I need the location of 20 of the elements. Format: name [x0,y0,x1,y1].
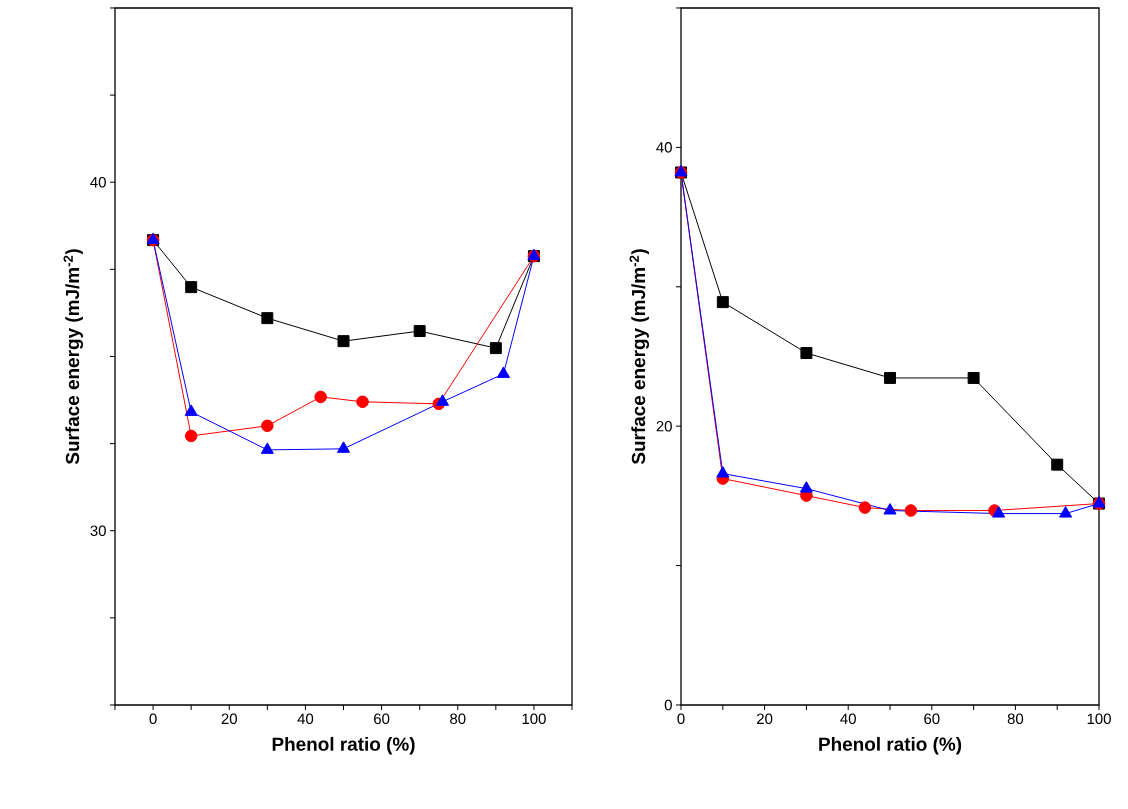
x-tick-label: 80 [1007,713,1024,725]
x-tick-label: 100 [522,713,546,725]
y-tick-label: 40 [656,142,672,153]
y-tick-label: 0 [664,699,672,711]
y-tick-label: 20 [656,420,672,432]
x-tick-label: 40 [840,713,856,725]
x-tick-label: 0 [149,713,157,725]
x-tick-label: 40 [297,713,314,725]
x-tick-label: 20 [757,713,773,725]
x-tick-label: 100 [1087,713,1111,725]
y-axis-title: Surface energy (mJ/m$^{-2}$) [629,249,650,465]
x-tick-label: 60 [374,713,390,725]
y-tick-label: 30 [90,525,106,537]
x-tick-label: 20 [221,713,237,725]
x-axis-title: Phenol ratio (%) [272,736,415,755]
x-tick-label: 0 [677,713,685,725]
y-axis-title: Surface energy (mJ/m$^{-2}$) [63,249,84,465]
x-tick-label: 60 [924,713,940,725]
x-tick-label: 80 [450,713,466,725]
x-axis-title: Phenol ratio (%) [819,736,962,755]
